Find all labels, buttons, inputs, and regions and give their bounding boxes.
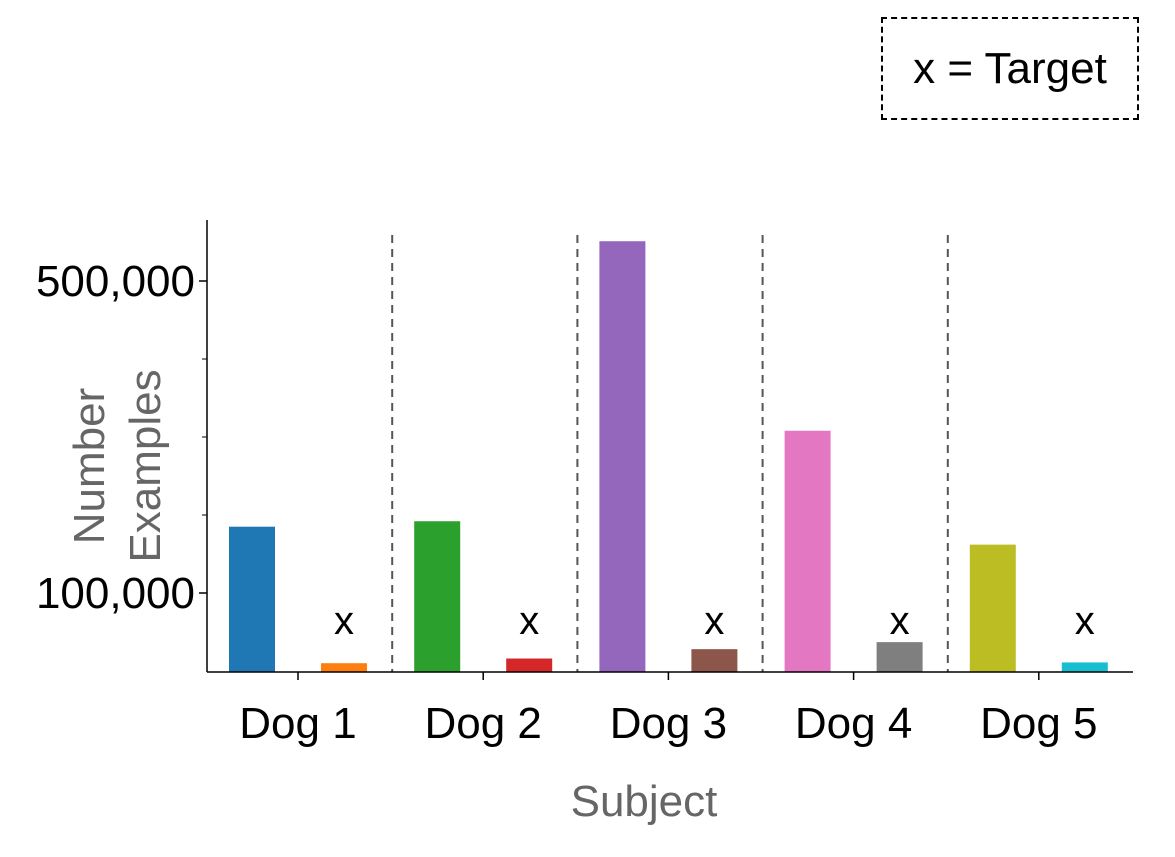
plot-area bbox=[229, 235, 1108, 672]
y-axis-title: Number Examples bbox=[65, 369, 170, 562]
subject-bar bbox=[229, 526, 275, 672]
target-marker: x bbox=[1075, 599, 1095, 643]
x-tick-label: Dog 4 bbox=[795, 699, 912, 748]
subject-bar bbox=[414, 521, 461, 672]
y-tick-label: 100,000 bbox=[36, 569, 195, 618]
subject-bar bbox=[784, 430, 831, 672]
target-bar bbox=[321, 663, 367, 672]
x-tick-label: Dog 1 bbox=[239, 699, 356, 748]
legend-text: x = Target bbox=[913, 43, 1107, 93]
target-marker: x bbox=[334, 599, 354, 643]
target-marker: x bbox=[519, 599, 539, 643]
x-tick-label: Dog 2 bbox=[424, 699, 541, 748]
x-tick-label: Dog 3 bbox=[610, 699, 727, 748]
y-axis-title-line: Number bbox=[65, 388, 114, 545]
subject-bar bbox=[599, 241, 646, 672]
y-axis-title-line: Examples bbox=[121, 369, 170, 562]
axes bbox=[199, 220, 1133, 680]
x-tick-label: Dog 5 bbox=[980, 699, 1097, 748]
target-marker: x bbox=[704, 599, 724, 643]
target-bar bbox=[691, 649, 738, 672]
subject-bar bbox=[969, 544, 1016, 672]
x-axis-title: Subject bbox=[571, 777, 718, 826]
target-marker: x bbox=[890, 599, 910, 643]
labels: x Dog 1 x Dog 2 x Dog 3 x Dog 4 x Dog 5 100,000 500… bbox=[36, 257, 1098, 826]
target-bar bbox=[1061, 662, 1108, 672]
y-tick-label: 500,000 bbox=[36, 257, 195, 306]
target-bar bbox=[876, 642, 923, 672]
legend-box: x = Target bbox=[881, 17, 1139, 120]
target-bar bbox=[506, 658, 553, 672]
